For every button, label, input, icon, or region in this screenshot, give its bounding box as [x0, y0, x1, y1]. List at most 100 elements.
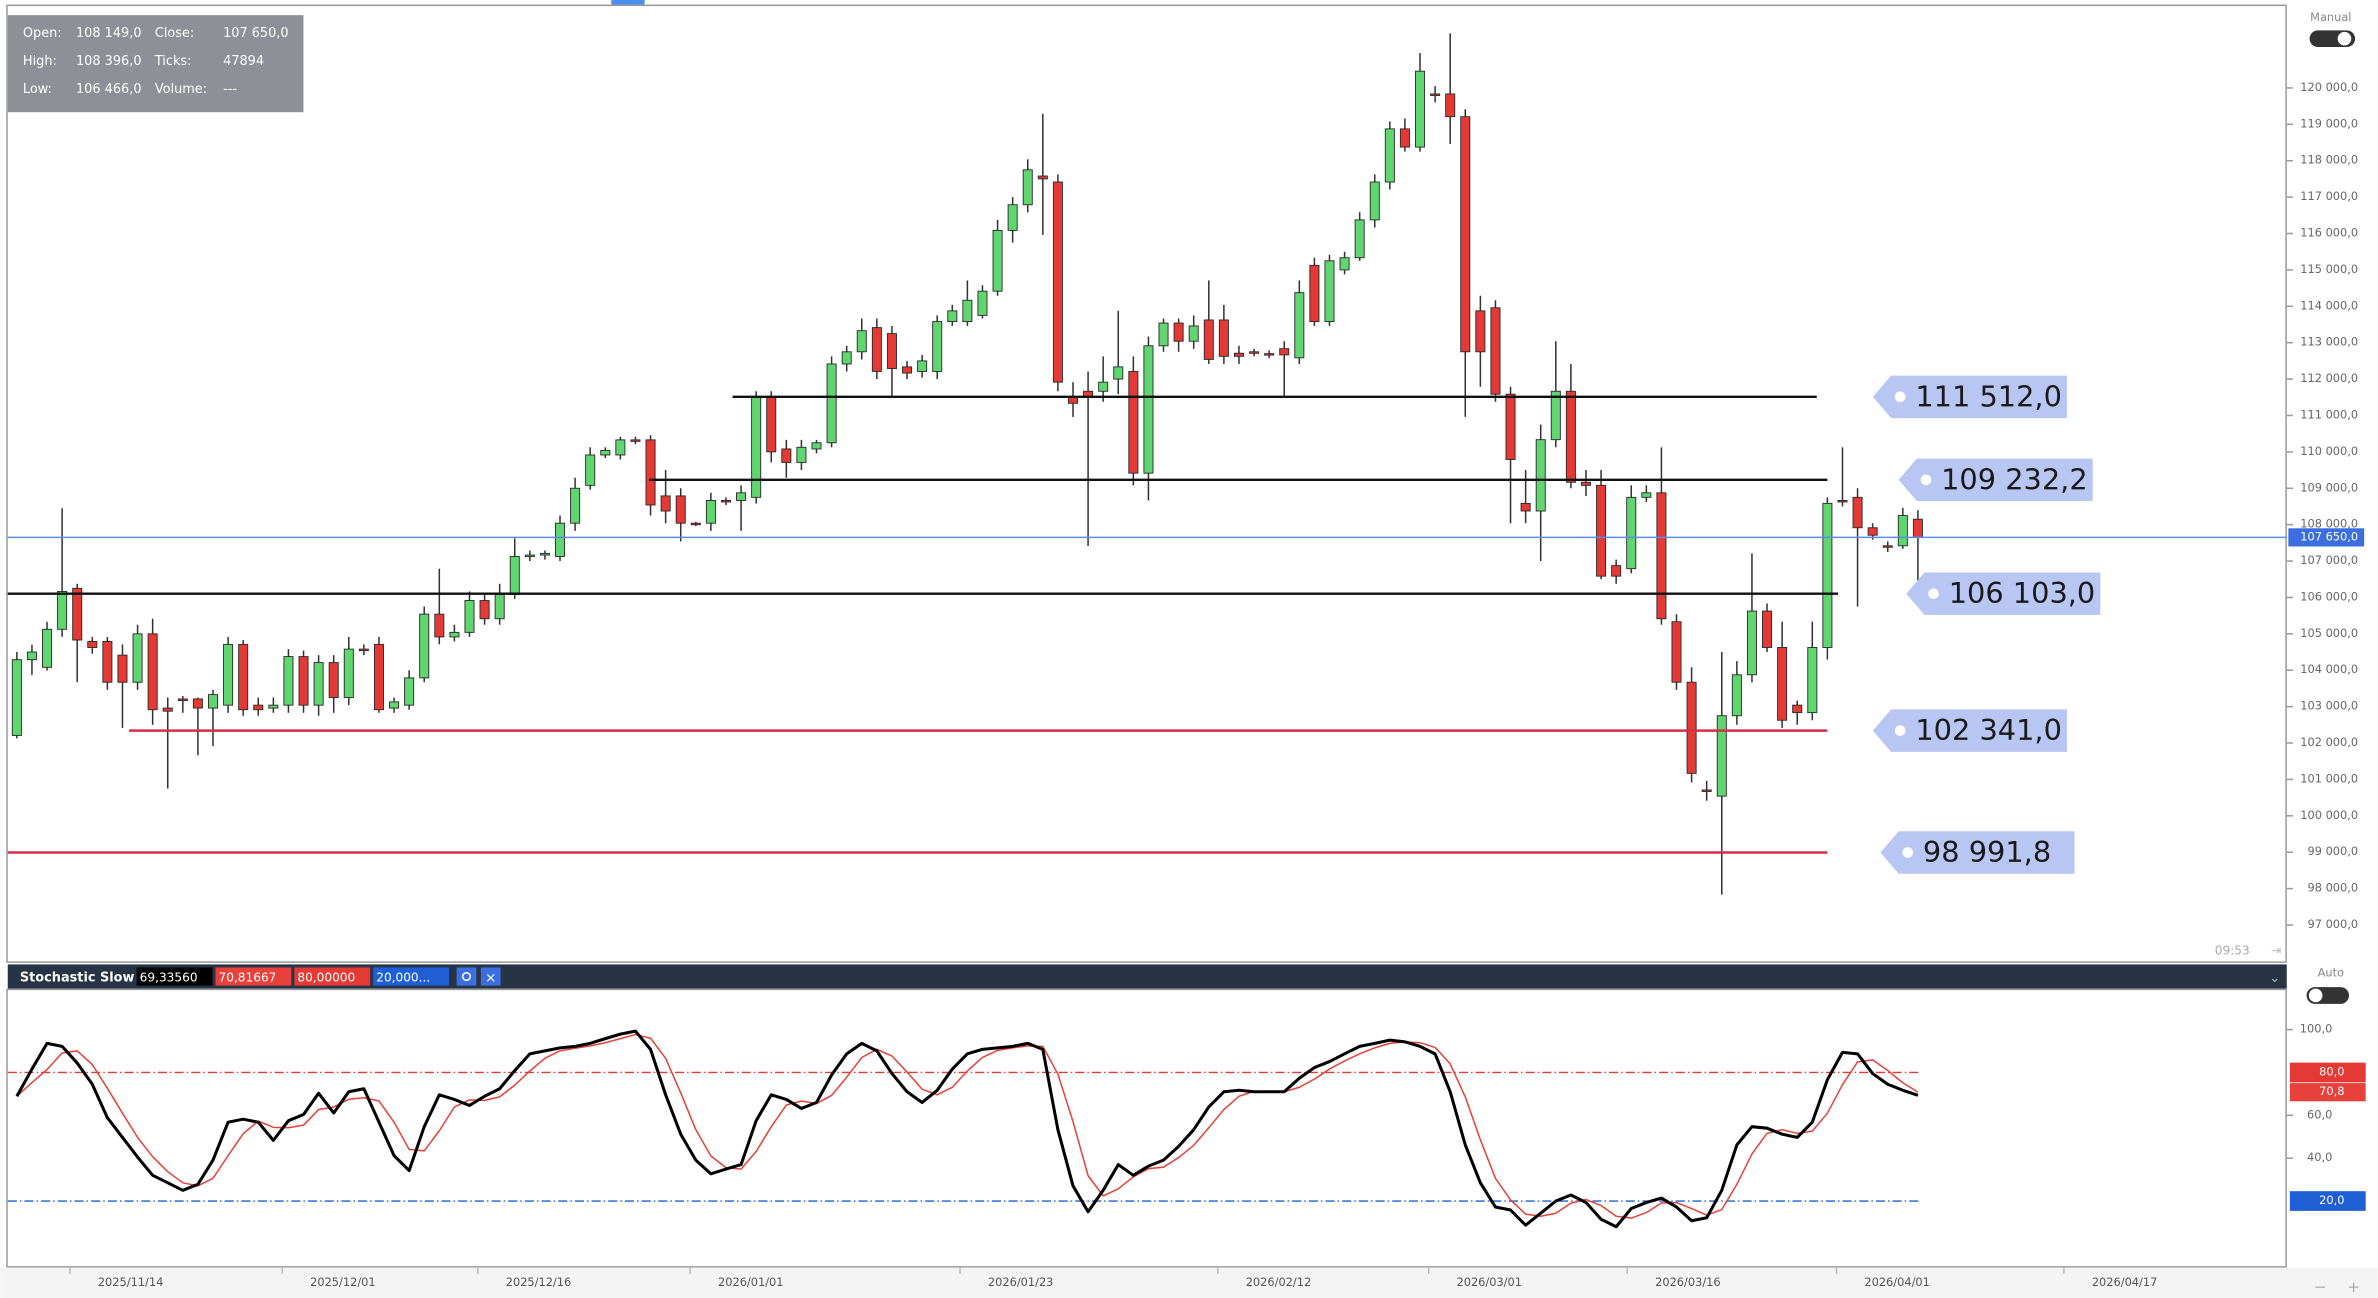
candle-body [1671, 621, 1682, 683]
y-tick-label: 108 000,0 [2300, 517, 2358, 531]
legend-value: 69,33560 [140, 971, 198, 985]
candle-body [1354, 219, 1365, 259]
y-tick-label: 103 000,0 [2300, 699, 2358, 713]
candle-body [947, 310, 958, 323]
close-button[interactable] [480, 967, 501, 986]
candle-body [841, 351, 852, 365]
mode-label: Manual [2310, 10, 2351, 24]
candle-body [781, 448, 792, 463]
y-tick-label: 104 000,0 [2300, 662, 2358, 676]
candle-body [690, 522, 701, 526]
candle-body [675, 495, 686, 524]
candle-body [660, 495, 671, 512]
candle-body [1460, 116, 1471, 353]
candle-body [132, 633, 143, 683]
candle-body [449, 631, 460, 638]
candle-body [751, 396, 762, 498]
candle-body [328, 662, 339, 698]
info-value: 108 396,0 [76, 54, 142, 69]
y-tick-label: 111 000,0 [2300, 407, 2358, 421]
indicator-y-tick-label: 60,0 [2307, 1107, 2332, 1121]
candle-body [253, 704, 264, 711]
candle-body [1037, 175, 1048, 180]
candle-body [886, 333, 897, 369]
candle-body [1022, 169, 1033, 206]
candle-body [1369, 181, 1380, 221]
last-price-label: 107 650,0 [2300, 529, 2358, 543]
candle-body [283, 656, 294, 706]
candle-body [1294, 292, 1305, 359]
zoom-out-icon[interactable]: − [2314, 1278, 2327, 1296]
candle-body [1067, 396, 1079, 404]
y-tick-label: 120 000,0 [2300, 80, 2358, 94]
x-tick-label: 2026/04/17 [2092, 1275, 2157, 1289]
candle-body [1098, 381, 1109, 392]
candle-body [1445, 93, 1456, 118]
candle-body [11, 659, 22, 736]
scroll-end-icon[interactable]: ⇥ [2271, 943, 2281, 957]
candle-body [1264, 353, 1275, 356]
candle-body [766, 396, 777, 453]
candle-body [72, 587, 83, 641]
x-tick-label: 2026/03/01 [1456, 1275, 1521, 1289]
x-tick-label: 2025/12/16 [506, 1275, 571, 1289]
visibility-button[interactable] [456, 967, 477, 986]
candle-body [705, 499, 716, 524]
legend-value: 80,00000 [297, 971, 355, 985]
time-label: 09:53 [2215, 943, 2250, 957]
axis-header [2286, 964, 2378, 989]
candle-body [1233, 352, 1244, 357]
legend-value: 70,81667 [219, 971, 277, 985]
candle-body [1626, 496, 1637, 570]
zoom-in-icon[interactable]: + [2347, 1278, 2360, 1296]
candle-body [343, 648, 354, 698]
y-tick-label: 106 000,0 [2300, 589, 2358, 603]
candle-body [313, 662, 324, 706]
level-label-dot [1894, 391, 1906, 403]
candle-body [207, 694, 219, 709]
candle-body [192, 698, 203, 709]
collapse-icon[interactable]: ⌄ [2269, 970, 2280, 986]
candle-body [871, 327, 882, 372]
candle-body [1837, 499, 1848, 503]
candle-body [404, 677, 415, 706]
y-tick-label: 97 000,0 [2308, 917, 2359, 931]
candle-body [902, 366, 913, 374]
indicator-title: Stochastic Slow [20, 971, 135, 986]
k-line [15, 1029, 1919, 1229]
candle-body [358, 648, 369, 652]
level-label: 98 991,8 [1923, 835, 2051, 869]
candle-body [856, 330, 867, 353]
indicator-level-label: 80,0 [2319, 1064, 2344, 1078]
candle-body [1852, 496, 1863, 529]
info-value: 107 650,0 [223, 26, 289, 41]
indicator-mode-label: Auto [2318, 966, 2344, 980]
candle-body [1279, 348, 1290, 356]
level-label-box [1898, 458, 2093, 502]
info-label: Ticks: [154, 54, 192, 69]
y-tick-label: 101 000,0 [2300, 771, 2358, 785]
candle-body [585, 454, 596, 486]
candle-body [177, 698, 188, 701]
candle-body [1430, 93, 1441, 96]
candle-body [811, 442, 822, 450]
y-tick-label: 115 000,0 [2300, 262, 2358, 276]
candle-body [1596, 484, 1607, 577]
candle-body [42, 628, 53, 668]
candle-body [932, 321, 943, 372]
candle-body [479, 600, 490, 620]
info-label: High: [23, 54, 57, 69]
candle-body [1505, 393, 1516, 460]
y-tick-label: 112 000,0 [2300, 371, 2358, 385]
indicator-value-label: 70,8 [2319, 1084, 2344, 1098]
candle-body [539, 552, 550, 556]
candle-body [1399, 128, 1410, 148]
candle-body [1867, 527, 1878, 536]
candle-body [1611, 565, 1622, 577]
candle-body [389, 701, 400, 709]
info-label: Close: [155, 26, 194, 41]
y-tick-label: 110 000,0 [2300, 444, 2358, 458]
y-tick-label: 98 000,0 [2308, 881, 2359, 895]
